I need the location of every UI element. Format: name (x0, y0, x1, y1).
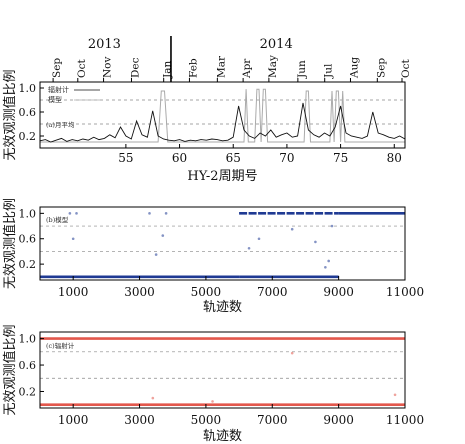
x-tick-label: 3000 (124, 285, 155, 299)
x-tick-label: 5000 (191, 413, 222, 427)
data-point (324, 266, 327, 269)
month-label: Aug (348, 57, 360, 79)
x-tick-label: 3000 (124, 413, 155, 427)
panel-c-ylabel: 无效观测值比例 (2, 324, 18, 415)
data-point (161, 234, 165, 237)
data-point (327, 259, 330, 263)
data-point (290, 227, 294, 231)
y-tick-label: 0.6 (19, 106, 37, 119)
y-tick-label: 0.6 (19, 359, 37, 372)
panel-b-xlabel: 轨迹数 (203, 300, 242, 315)
panel-c-ticks: 0.2 0.6 1.0 1000 3000 5000 7000 9000 11000 (19, 333, 425, 427)
year-label: 2014 (260, 37, 293, 52)
data-point (154, 253, 158, 256)
x-tick-label: 1000 (58, 285, 89, 299)
x-tick-label: 5000 (191, 285, 222, 299)
x-tick-label: 60 (172, 151, 187, 165)
y-tick-label: 0.6 (19, 233, 37, 246)
data-point (330, 224, 334, 228)
panel-c-series (40, 337, 405, 406)
panel-a-ylabel: 无效观测值比例 (2, 69, 18, 160)
panel-b-series (40, 212, 405, 279)
month-label: Oct (400, 59, 412, 78)
x-tick-label: 75 (333, 151, 348, 165)
month-label: Oct (76, 59, 88, 78)
month-label: Nov (102, 56, 114, 78)
x-tick-label: 70 (279, 151, 294, 165)
data-point (68, 212, 72, 215)
data-point (151, 396, 155, 400)
legend-label: 模型 (48, 95, 62, 104)
panel-a-frame (39, 81, 406, 149)
month-label: Apr (241, 58, 253, 79)
x-tick-label: 11000 (386, 285, 424, 299)
month-label: Sep (51, 58, 63, 78)
panel-b-frame (39, 206, 406, 281)
data-point (314, 240, 317, 244)
panel-b-ylabel: 无效观测值比例 (2, 198, 18, 289)
x-tick-label: 55 (118, 151, 133, 165)
panel-c-tag: (c)辐射计 (46, 341, 75, 350)
panel-c-xlabel: 轨迹数 (203, 429, 242, 444)
panel-a-tag: (a)月平均 (46, 120, 75, 129)
y-tick-label: 1.0 (19, 207, 37, 220)
month-label: Mar (215, 55, 227, 78)
x-tick-label: 1000 (58, 413, 89, 427)
panel-b-ticks: 0.2 0.6 1.0 1000 3000 5000 7000 9000 11000 (19, 207, 425, 299)
panel-c-grid (40, 351, 405, 379)
x-tick-label: 80 (387, 151, 402, 165)
panel-a-grid (40, 99, 405, 125)
month-label: Jul (323, 63, 335, 79)
series-line (40, 88, 405, 143)
y-tick-label: 1.0 (19, 333, 37, 346)
data-point (393, 393, 397, 397)
month-label: Jan (162, 61, 174, 79)
panel-a-series (39, 88, 406, 143)
year-label: 2013 (88, 37, 121, 52)
data-point (75, 212, 78, 215)
y-tick-label: 0.2 (19, 385, 37, 398)
x-tick-label: 7000 (257, 413, 288, 427)
panel-a: Sep Oct Nov Dec Jan Feb Mar Apr May Jun Jul Aug Sep O… (2, 36, 412, 184)
panel-c: 0.2 0.6 1.0 1000 3000 5000 7000 9000 11000 (c)辐射… (2, 324, 424, 444)
data-point (257, 237, 261, 241)
panel-a-xlabel: HY-2周期号 (187, 169, 257, 184)
data-point (71, 237, 75, 241)
panel-a-ticks: 0.2 0.6 1.0 55 60 65 70 75 80 (19, 82, 402, 165)
month-label: Dec (129, 57, 141, 78)
x-tick-label: 9000 (323, 285, 354, 299)
x-tick-label: 65 (226, 151, 241, 165)
data-point (247, 246, 251, 250)
data-point (290, 351, 294, 355)
x-tick-label: 9000 (323, 413, 354, 427)
data-point (148, 212, 151, 215)
data-point (211, 400, 214, 403)
y-tick-label: 0.2 (19, 130, 37, 143)
x-tick-label: 7000 (257, 285, 288, 299)
panel-a-header: Sep Oct Nov Dec Jan Feb Mar Apr May Jun Jul Aug Sep O… (40, 36, 412, 83)
y-tick-label: 1.0 (19, 82, 37, 95)
panel-b: 0.2 0.6 1.0 1000 3000 5000 7000 9000 11000 (b)模型… (2, 198, 424, 315)
panel-b-tag: (b)模型 (46, 215, 69, 224)
month-label: May (267, 55, 279, 78)
month-label: Feb (187, 58, 199, 78)
month-label: Jun (296, 60, 308, 79)
panel-c-frame (39, 331, 406, 409)
panel-b-grid (40, 225, 405, 252)
data-point (164, 212, 168, 215)
legend-label: 辐射计 (48, 85, 69, 94)
month-label: Sep (375, 58, 387, 78)
series-line (39, 102, 406, 143)
x-tick-label: 11000 (386, 413, 424, 427)
y-tick-label: 0.2 (19, 258, 37, 271)
